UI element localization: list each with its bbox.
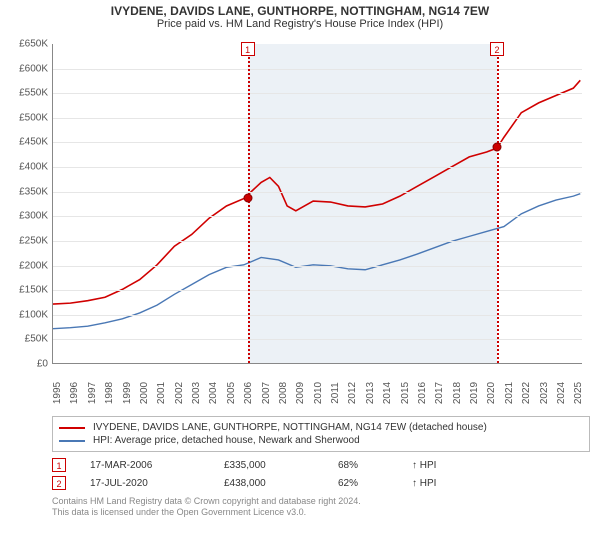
y-tick-label: £200K xyxy=(0,260,48,271)
series-hpi xyxy=(53,194,580,329)
x-tick-label: 2002 xyxy=(174,382,185,404)
sale-pct: 62% xyxy=(338,478,388,489)
x-tick-label: 1999 xyxy=(122,382,133,404)
gridline xyxy=(53,69,582,70)
x-tick-label: 2017 xyxy=(434,382,445,404)
x-tick-label: 2020 xyxy=(486,382,497,404)
x-tick-label: 2008 xyxy=(278,382,289,404)
legend-item: HPI: Average price, detached house, Newa… xyxy=(59,434,583,447)
gridline xyxy=(53,142,582,143)
x-tick-label: 2005 xyxy=(226,382,237,404)
chart-subtitle: Price paid vs. HM Land Registry's House … xyxy=(0,18,600,34)
sale-vs-hpi: ↑ HPI xyxy=(412,478,436,489)
legend-item: IVYDENE, DAVIDS LANE, GUNTHORPE, NOTTING… xyxy=(59,421,583,434)
x-tick-label: 2025 xyxy=(573,382,584,404)
x-tick-label: 2001 xyxy=(156,382,167,404)
x-tick-label: 2010 xyxy=(313,382,324,404)
legend-label: IVYDENE, DAVIDS LANE, GUNTHORPE, NOTTING… xyxy=(93,422,487,433)
chart-title: IVYDENE, DAVIDS LANE, GUNTHORPE, NOTTING… xyxy=(0,0,600,18)
x-tick-label: 1998 xyxy=(104,382,115,404)
sale-marker-line xyxy=(497,44,499,363)
legend-label: HPI: Average price, detached house, Newa… xyxy=(93,435,360,446)
x-tick-label: 2003 xyxy=(191,382,202,404)
gridline xyxy=(53,339,582,340)
sale-list: 1 17-MAR-2006 £335,000 68% ↑ HPI 2 17-JUL-2020… xyxy=(52,456,590,492)
x-tick-label: 2009 xyxy=(295,382,306,404)
legend-box: IVYDENE, DAVIDS LANE, GUNTHORPE, NOTTING… xyxy=(52,416,590,452)
legend-swatch xyxy=(59,427,85,429)
gridline xyxy=(53,290,582,291)
footer-line-2: This data is licensed under the Open Gov… xyxy=(52,507,590,518)
x-tick-label: 1997 xyxy=(87,382,98,404)
gridline xyxy=(53,192,582,193)
y-tick-label: £50K xyxy=(0,334,48,345)
x-tick-label: 2024 xyxy=(556,382,567,404)
chart-area: 12 £0£50K£100K£150K£200K£250K£300K£350K£… xyxy=(0,34,600,414)
y-tick-label: £650K xyxy=(0,39,48,50)
sale-row: 2 17-JUL-2020 £438,000 62% ↑ HPI xyxy=(52,474,590,492)
x-tick-label: 2019 xyxy=(469,382,480,404)
legend-swatch xyxy=(59,440,85,442)
gridline xyxy=(53,241,582,242)
x-tick-label: 2012 xyxy=(347,382,358,404)
gridline xyxy=(53,216,582,217)
footer-line-1: Contains HM Land Registry data © Crown c… xyxy=(52,496,590,507)
sale-vs-hpi: ↑ HPI xyxy=(412,460,436,471)
y-tick-label: £600K xyxy=(0,63,48,74)
x-tick-label: 2013 xyxy=(365,382,376,404)
sale-index-badge: 2 xyxy=(52,476,66,490)
sale-marker-badge: 1 xyxy=(241,42,255,56)
x-tick-label: 2021 xyxy=(504,382,515,404)
gridline xyxy=(53,93,582,94)
y-tick-label: £500K xyxy=(0,112,48,123)
x-tick-label: 2004 xyxy=(208,382,219,404)
y-tick-label: £100K xyxy=(0,309,48,320)
x-tick-label: 2016 xyxy=(417,382,428,404)
sale-row: 1 17-MAR-2006 £335,000 68% ↑ HPI xyxy=(52,456,590,474)
y-tick-label: £350K xyxy=(0,186,48,197)
gridline xyxy=(53,118,582,119)
sale-date: 17-MAR-2006 xyxy=(90,460,200,471)
y-tick-label: £400K xyxy=(0,162,48,173)
x-tick-label: 2018 xyxy=(452,382,463,404)
y-tick-label: £300K xyxy=(0,211,48,222)
x-tick-label: 2000 xyxy=(139,382,150,404)
footer-attribution: Contains HM Land Registry data © Crown c… xyxy=(52,496,590,519)
sale-pct: 68% xyxy=(338,460,388,471)
x-tick-label: 1995 xyxy=(52,382,63,404)
x-tick-label: 1996 xyxy=(69,382,80,404)
y-tick-label: £250K xyxy=(0,235,48,246)
x-tick-label: 2023 xyxy=(539,382,550,404)
x-tick-label: 2007 xyxy=(261,382,272,404)
x-tick-label: 2011 xyxy=(330,382,341,404)
plot-region: 12 xyxy=(52,44,582,364)
sale-price: £438,000 xyxy=(224,478,314,489)
sale-marker-dot xyxy=(492,143,501,152)
x-tick-label: 2015 xyxy=(400,382,411,404)
x-tick-label: 2006 xyxy=(243,382,254,404)
sale-marker-line xyxy=(248,44,250,363)
sale-price: £335,000 xyxy=(224,460,314,471)
gridline xyxy=(53,167,582,168)
y-tick-label: £450K xyxy=(0,137,48,148)
y-tick-label: £0 xyxy=(0,359,48,370)
y-tick-label: £550K xyxy=(0,88,48,99)
sale-marker-dot xyxy=(243,194,252,203)
x-tick-label: 2014 xyxy=(382,382,393,404)
y-tick-label: £150K xyxy=(0,285,48,296)
gridline xyxy=(53,315,582,316)
gridline xyxy=(53,266,582,267)
sale-index-badge: 1 xyxy=(52,458,66,472)
sale-marker-badge: 2 xyxy=(490,42,504,56)
x-tick-label: 2022 xyxy=(521,382,532,404)
sale-date: 17-JUL-2020 xyxy=(90,478,200,489)
